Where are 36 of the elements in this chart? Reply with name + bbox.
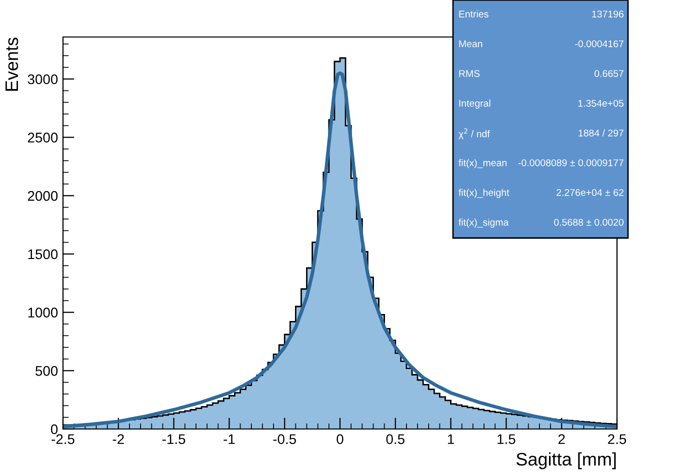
annotation: 1884 / 297 [578,129,624,136]
x-tick-label: 1.5 [498,434,516,444]
y-tick-label: 0 [50,424,58,434]
annotation: -0.0008089 ± 0.0009177 [518,159,624,166]
x-tick-label: 0.5 [386,434,404,444]
x-tick-label: 1 [448,434,454,444]
annotation: fit(x)_mean [458,159,506,168]
x-tick-label: -0.5 [273,434,296,444]
annotation: χ$^{2}$ / ndf [458,128,490,140]
x-tick-label: -2.5 [52,434,74,444]
annotation: Integral [459,100,490,109]
text: Entries [459,10,488,18]
y-tick-label: 3000 [28,74,58,84]
annotation: 2.276e+04 ± 62 [556,189,624,196]
x-tick-label: -1 [224,434,235,444]
y-tick-label: 1500 [28,249,58,260]
annotation: fit(x)_height [458,188,510,198]
x-axis-title: Sagitta [mm] [516,452,616,470]
x-tick-label: -2 [112,434,124,444]
y-axis-title: Events [6,38,18,91]
annotation: 0.6657 [594,70,624,77]
y-tick-label: 1000 [28,308,58,318]
y-tick-label: 500 [36,366,58,376]
y-tick-label: 2500 [28,132,58,143]
annotation: -0.0004167 [575,40,624,48]
x-tick-label: 2 [558,434,565,444]
annotation: 0.5688 ± 0.0020 [554,218,624,226]
annotation: RMS [459,70,480,77]
annotation: 1.354e+05 [578,100,624,107]
x-tick-label: -1.5 [162,434,186,444]
annotation: fit(x)_sigma [458,218,509,228]
x-tick-label: 2.5 [608,434,626,444]
y-tick-label: 2000 [28,191,58,201]
x-tick-label: 0 [336,434,344,444]
text: 137196 [592,10,624,18]
annotation: Mean [459,40,482,48]
